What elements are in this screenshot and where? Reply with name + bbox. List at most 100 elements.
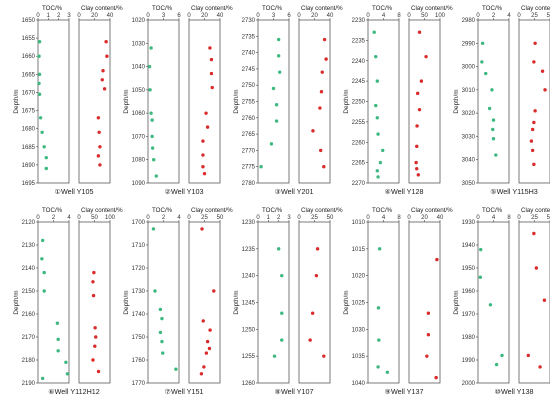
toc-x-tick-label: 0 (366, 215, 370, 221)
panel-caption: ⑤Well Y115H3 (490, 187, 538, 196)
clay-x-tick-label: 0 (297, 215, 301, 221)
y-tick-label: 1040 (352, 381, 366, 387)
toc-data-point (381, 148, 385, 153)
clay-data-point (97, 130, 101, 134)
y-tick-label: 2745 (242, 67, 256, 73)
y-tick-label: 2750 (242, 83, 256, 89)
y-tick-label: 1080 (132, 158, 146, 164)
y-tick-label: 1030 (132, 41, 146, 47)
clay-data-point (96, 154, 101, 158)
y-tick-label: 1720 (132, 266, 146, 272)
clay-data-point (543, 88, 547, 92)
clay-data-point (94, 335, 98, 339)
y-tick-label: 1660 (22, 54, 36, 60)
y-tick-label: 1970 (462, 312, 476, 318)
clay-data-point (530, 127, 535, 132)
clay-data-point (435, 257, 439, 262)
clay-data-point (210, 85, 214, 90)
y-axis-label: Depth/m (233, 89, 240, 113)
toc-data-point (375, 79, 379, 83)
y-tick-label: 1680 (22, 127, 36, 133)
clay-data-point (202, 365, 206, 369)
toc-data-point (42, 145, 46, 149)
clay-x-tick-label: 100 (435, 13, 446, 19)
well-panel-1: Depth/m 1650 1655 1660 1665 1670 1675 1680 1685 1… (13, 5, 123, 196)
clay-data-point (212, 289, 216, 293)
toc-data-point (37, 92, 42, 96)
well-panel-10: Depth/m 1930 1940 1950 1960 1970 1980 1990 2000 T… (453, 207, 550, 396)
toc-x-tick-label: 2 (57, 13, 61, 19)
toc-axis-title: TOC/% (482, 207, 503, 214)
toc-data-point (151, 227, 156, 231)
y-axis-label: Depth/m (453, 290, 460, 314)
toc-data-point (259, 165, 263, 169)
clay-x-tick-label: 0 (77, 215, 81, 221)
clay-data-point (426, 311, 431, 315)
clay-x-tick-label: 0 (517, 13, 521, 19)
toc-data-point (269, 142, 274, 146)
clay-data-point (532, 231, 536, 236)
clay-data-point (208, 328, 212, 332)
y-tick-label: 1930 (462, 220, 476, 226)
y-axis-label: Depth/m (13, 89, 20, 113)
y-tick-label: 2780 (242, 181, 256, 187)
toc-data-point (480, 41, 485, 45)
panel-caption: ④Well Y128 (385, 187, 424, 196)
toc-data-point (56, 337, 60, 341)
toc-axis-title: TOC/% (152, 207, 173, 214)
clay-data-point (104, 40, 108, 44)
clay-data-point (324, 57, 328, 61)
toc-data-point (280, 311, 284, 315)
clay-data-point (417, 107, 422, 112)
y-axis-label: Depth/m (343, 89, 350, 113)
toc-data-point (40, 257, 44, 261)
toc-data-point (491, 118, 496, 122)
toc-x-tick-label: 0 (36, 13, 40, 19)
toc-data-point (154, 174, 158, 178)
clay-data-point (100, 78, 104, 82)
toc-x-tick-label: 8 (397, 215, 401, 221)
toc-data-point (276, 37, 281, 42)
y-tick-label: 2755 (242, 100, 256, 106)
clay-data-point (91, 358, 95, 362)
toc-data-point (378, 160, 383, 165)
toc-axis-title: TOC/% (262, 207, 283, 214)
toc-x-tick-label: 0 (476, 215, 480, 221)
y-tick-label: 2130 (22, 243, 36, 249)
clay-data-point (530, 148, 535, 153)
toc-data-point (274, 119, 279, 123)
toc-data-point (42, 289, 46, 293)
toc-x-tick-label: 0 (256, 215, 260, 221)
y-tick-label: 2190 (22, 381, 36, 387)
clay-data-point (415, 167, 419, 171)
clay-x-tick-label: 40 (217, 13, 224, 19)
toc-data-point (148, 88, 152, 92)
clay-axis-title: Clay content/% (81, 5, 123, 12)
toc-data-point (56, 349, 60, 353)
y-tick-label: 2990 (462, 41, 476, 47)
y-tick-label: 2160 (22, 312, 36, 318)
y-tick-label: 2235 (352, 38, 366, 44)
toc-data-point (276, 54, 281, 58)
clay-data-point (425, 354, 429, 358)
clay-data-point (205, 125, 210, 129)
clay-data-point (91, 293, 96, 298)
y-tick-label: 2730 (242, 18, 256, 24)
toc-data-point (158, 307, 163, 312)
toc-axes-frame (147, 221, 180, 384)
clay-x-tick-label: 0 (77, 13, 81, 19)
y-tick-label: 1020 (132, 18, 146, 24)
clay-data-point (538, 365, 542, 369)
clay-data-point (414, 160, 418, 165)
clay-data-point (96, 116, 101, 120)
toc-axis-title: TOC/% (42, 5, 63, 12)
toc-data-point (174, 367, 178, 371)
clay-data-point (434, 375, 438, 380)
clay-data-point (319, 148, 323, 153)
clay-data-point (91, 280, 95, 284)
y-tick-label: 1070 (132, 134, 146, 140)
toc-data-point (480, 60, 484, 64)
toc-axis-title: TOC/% (482, 5, 503, 12)
clay-axes-frame (408, 19, 441, 184)
clay-data-point (92, 270, 96, 275)
